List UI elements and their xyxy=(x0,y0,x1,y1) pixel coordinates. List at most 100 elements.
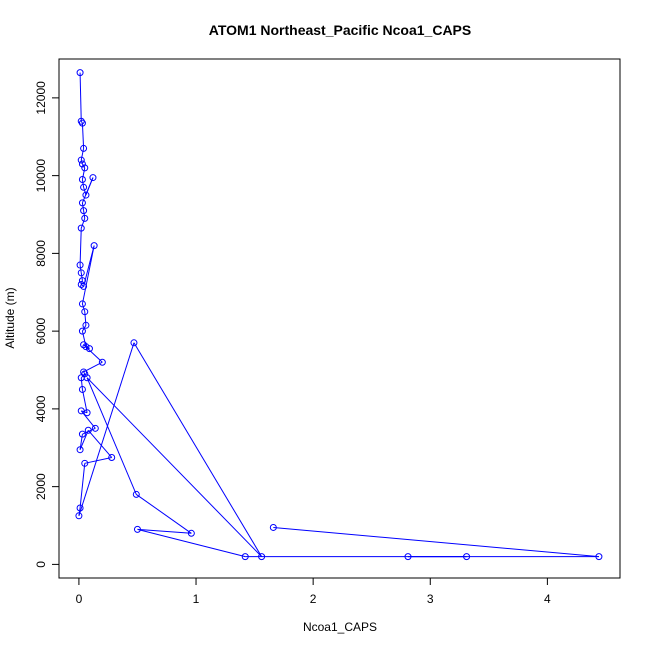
x-axis: 0 1 2 3 4 xyxy=(76,577,551,606)
y-tick-label: 12000 xyxy=(34,81,48,115)
data-point xyxy=(81,370,89,378)
data-point xyxy=(81,308,89,316)
series-segment xyxy=(80,120,83,124)
x-axis-label: Ncoa1_CAPS xyxy=(303,620,377,634)
series-segment xyxy=(80,410,96,429)
series-segment xyxy=(79,72,82,122)
y-tick-label: 4000 xyxy=(34,395,48,422)
series-segment xyxy=(81,177,94,204)
series-segment xyxy=(84,311,87,326)
y-tick-label: 10000 xyxy=(34,159,48,193)
data-point xyxy=(81,459,89,467)
data-point xyxy=(77,156,85,164)
series-segment xyxy=(80,148,85,161)
data-point xyxy=(80,183,88,191)
series-segment xyxy=(137,528,192,534)
x-tick-label: 2 xyxy=(310,592,317,606)
data-point xyxy=(89,174,97,182)
data-point xyxy=(82,321,90,329)
data-point xyxy=(77,280,85,288)
data-point xyxy=(80,341,88,349)
series-segment xyxy=(79,430,89,450)
series-segment xyxy=(80,377,83,390)
series-segment xyxy=(84,456,112,464)
series-segment xyxy=(83,361,103,373)
data-point xyxy=(80,207,88,215)
data-point xyxy=(77,224,85,232)
data-point xyxy=(78,176,86,184)
data-point xyxy=(463,553,471,561)
data-point xyxy=(108,453,116,461)
data-point xyxy=(81,164,89,172)
data-point xyxy=(78,199,86,207)
series-segment xyxy=(87,429,113,458)
data-point xyxy=(77,407,85,415)
data-point xyxy=(78,160,86,168)
series-segment xyxy=(81,163,86,169)
y-tick-label: 2000 xyxy=(34,473,48,500)
data-point xyxy=(132,490,140,498)
series-segment xyxy=(83,210,86,219)
data-point xyxy=(133,525,141,533)
data-point xyxy=(78,327,86,335)
data-point xyxy=(85,345,93,353)
series-segment xyxy=(81,202,85,211)
series-segment xyxy=(81,167,86,180)
series-segment xyxy=(137,528,246,558)
data-point xyxy=(80,282,88,290)
data-point xyxy=(595,553,603,561)
series-segment xyxy=(83,371,86,375)
data-point xyxy=(75,512,83,520)
series-segment xyxy=(81,179,85,188)
data-point xyxy=(76,261,84,269)
data-point xyxy=(82,343,90,351)
series-segment xyxy=(83,187,87,196)
series-segment xyxy=(79,228,82,266)
data-point xyxy=(82,191,90,199)
data-point xyxy=(78,430,86,438)
series-segment xyxy=(81,123,85,149)
data-point xyxy=(241,553,249,561)
y-tick-label: 0 xyxy=(34,561,48,568)
x-tick-label: 3 xyxy=(427,592,434,606)
data-point xyxy=(269,523,277,531)
series-segment xyxy=(80,218,86,229)
y-axis: 0 2000 4000 6000 8000 10000 12000 xyxy=(34,81,60,568)
data-point xyxy=(98,358,106,366)
series-segment xyxy=(86,377,262,557)
series-segment xyxy=(79,264,82,273)
series-segment xyxy=(136,494,192,534)
x-tick-label: 1 xyxy=(193,592,200,606)
y-tick-label: 6000 xyxy=(34,317,48,344)
data-point xyxy=(258,553,266,561)
series-segment xyxy=(81,245,95,305)
data-point xyxy=(91,424,99,432)
data-point xyxy=(84,426,92,434)
series-segment xyxy=(79,463,86,509)
series-segment xyxy=(80,272,83,281)
data-point xyxy=(187,529,195,537)
data-point xyxy=(83,374,91,382)
data-point xyxy=(76,504,84,512)
x-tick-label: 0 xyxy=(76,592,83,606)
series-segment xyxy=(86,377,137,495)
y-axis-label: Altitude (m) xyxy=(3,287,17,348)
data-point xyxy=(78,119,86,127)
series-segment xyxy=(273,526,599,558)
series-segment xyxy=(81,389,88,413)
series-points xyxy=(75,69,603,561)
data-point xyxy=(78,300,86,308)
data-point xyxy=(78,385,86,393)
data-point xyxy=(76,69,84,77)
y-tick-label: 8000 xyxy=(34,240,48,267)
data-point xyxy=(76,446,84,454)
data-point xyxy=(80,144,88,152)
data-point xyxy=(77,269,85,277)
series-line xyxy=(78,72,599,558)
plot-frame xyxy=(58,58,621,579)
x-tick-label: 4 xyxy=(544,592,551,606)
series-segment xyxy=(78,342,135,516)
data-point xyxy=(130,339,138,347)
data-point xyxy=(404,553,412,561)
